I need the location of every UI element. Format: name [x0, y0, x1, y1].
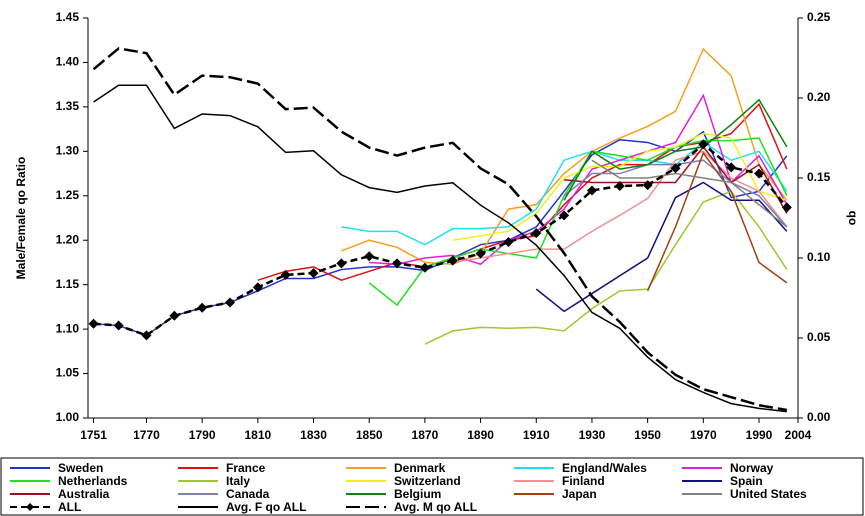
series-marker [336, 258, 347, 269]
series-line [93, 84, 787, 413]
series-line [535, 181, 788, 313]
legend-label: United States [730, 487, 807, 501]
series-line [369, 93, 788, 266]
y-tick-label: 1.25 [56, 188, 80, 202]
legend-label: France [226, 461, 266, 475]
series-line [93, 142, 788, 337]
y2-tick-label: 0.10 [807, 250, 831, 264]
legend-label: Switzerland [394, 474, 461, 488]
series-marker [586, 185, 597, 196]
y2-tick-label: 0.05 [807, 330, 831, 344]
series-marker [392, 258, 403, 269]
series-marker [698, 139, 709, 150]
legend-label: Netherlands [58, 474, 128, 488]
series-marker [364, 251, 375, 262]
series-marker [475, 248, 486, 259]
legend-label: England/Wales [562, 461, 647, 475]
series-marker [531, 228, 542, 239]
x-tick-label: 1850 [356, 428, 383, 442]
y-tick-label: 1.05 [56, 366, 80, 380]
series-line [341, 47, 788, 265]
series-line [424, 190, 788, 345]
series-line [591, 159, 788, 228]
legend-label: Avg. F qo ALL [226, 500, 306, 514]
series-marker [754, 168, 765, 179]
series-marker [197, 302, 208, 313]
y-tick-label: 1.30 [56, 144, 80, 158]
series-marker [503, 237, 514, 247]
legend-label: Avg. M qo ALL [394, 500, 477, 514]
series-marker [141, 330, 152, 341]
series-line [341, 141, 788, 246]
legend-marker [26, 503, 34, 511]
y2-tick-label: 0.20 [807, 90, 831, 104]
y-tick-label: 1.45 [56, 10, 80, 24]
series-marker [559, 210, 570, 221]
series-line [646, 151, 788, 292]
y-tick-label: 1.15 [56, 277, 80, 291]
legend-label: Canada [226, 487, 270, 501]
series-marker [169, 310, 180, 321]
series-line [452, 132, 788, 241]
legend-label: Australia [58, 487, 110, 501]
y2-tick-label: 0.00 [807, 410, 831, 424]
series-marker [670, 163, 681, 174]
series-marker [726, 162, 737, 173]
x-tick-label: 1830 [300, 428, 327, 442]
series-marker [113, 320, 124, 331]
legend-label: Denmark [394, 461, 446, 475]
x-tick-label: 1790 [189, 428, 216, 442]
series-line [368, 137, 788, 307]
series-line [92, 47, 788, 412]
series-marker [642, 180, 653, 191]
series-marker [280, 269, 291, 280]
legend-label: ALL [58, 500, 81, 514]
series-line [257, 102, 788, 282]
x-tick-label: 1751 [80, 428, 107, 442]
x-tick-label: 1970 [690, 428, 717, 442]
y-tick-label: 1.40 [56, 55, 80, 69]
x-tick-label: 1910 [523, 428, 550, 442]
x-tick-label: 1890 [467, 428, 494, 442]
series-marker [88, 318, 99, 329]
series-marker [252, 282, 263, 293]
x-tick-label: 1870 [412, 428, 439, 442]
y-axis-label: Male/Female qo Ratio [14, 157, 28, 280]
series-marker [225, 297, 235, 308]
y-tick-label: 1.00 [56, 410, 80, 424]
legend-label: Sweden [58, 461, 103, 475]
legend-label: Spain [730, 474, 763, 488]
y-tick-label: 1.20 [56, 232, 80, 246]
y2-tick-label: 0.15 [807, 170, 831, 184]
x-tick-label: 1770 [133, 428, 160, 442]
legend-label: Belgium [394, 487, 441, 501]
x-tick-label: 2004 [785, 428, 812, 442]
y-tick-label: 1.10 [56, 321, 80, 335]
series-marker [447, 255, 458, 266]
x-tick-label: 1950 [634, 428, 661, 442]
y2-tick-label: 0.25 [807, 10, 831, 24]
series-marker [419, 262, 430, 273]
series-line [563, 98, 788, 201]
legend-label: Japan [562, 487, 597, 501]
x-tick-label: 1930 [579, 428, 606, 442]
series-line [452, 150, 788, 264]
legend-label: Norway [730, 461, 774, 475]
legend-label: Italy [226, 474, 250, 488]
x-tick-label: 1990 [746, 428, 773, 442]
y2-axis-label: qo [846, 211, 860, 226]
series-marker [308, 268, 319, 279]
x-tick-label: 1810 [244, 428, 271, 442]
series-marker [781, 202, 792, 213]
y-tick-label: 1.35 [56, 99, 80, 113]
series-marker [614, 181, 625, 191]
legend-label: Finland [562, 474, 605, 488]
